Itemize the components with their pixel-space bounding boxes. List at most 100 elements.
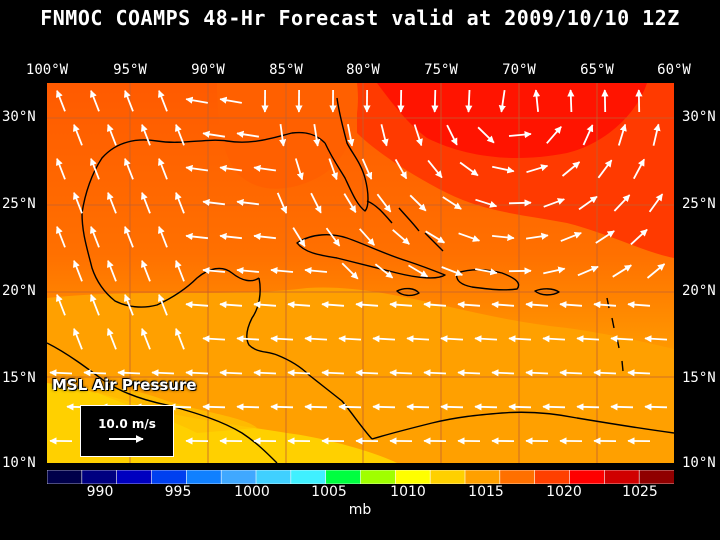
lat-label: 20°N: [682, 283, 716, 299]
wind-vector: [140, 124, 151, 146]
wind-vector: [270, 267, 294, 275]
lat-label: 25°N: [2, 196, 36, 212]
wind-vector: [477, 126, 495, 144]
wind-vector: [413, 124, 423, 147]
wind-vector: [310, 192, 322, 214]
lat-label: 10°N: [2, 455, 36, 471]
wind-vector: [106, 260, 117, 282]
wind-vector: [55, 226, 66, 248]
wind-vector: [633, 158, 645, 180]
wind-vector: [89, 90, 100, 112]
wind-vector: [425, 230, 446, 244]
colorbar-swatch: [569, 470, 606, 484]
florida-peninsula: [324, 97, 369, 212]
wind-vector: [508, 199, 532, 207]
lon-label: 60°W: [657, 62, 691, 78]
colorbar-tick-label: 1015: [468, 484, 504, 500]
wind-vector: [140, 260, 151, 282]
wind-vector: [328, 158, 338, 181]
colorbar-swatch: [429, 470, 466, 484]
wind-vector: [236, 130, 260, 138]
wind-vector: [219, 232, 242, 241]
wind-vector: [106, 328, 117, 350]
colorbar-swatch: [360, 470, 397, 484]
wind-vector: [157, 90, 168, 112]
colorbar-swatch: [499, 470, 536, 484]
wind-vector: [292, 227, 306, 248]
colorbar-swatch: [81, 470, 118, 484]
wind-vector: [304, 335, 328, 343]
wind-vector: [644, 403, 668, 411]
puerto-rico: [534, 288, 560, 296]
wind-vector: [202, 267, 226, 275]
wind-vector: [474, 335, 498, 343]
wind-vector: [294, 158, 304, 181]
wind-vector: [610, 335, 634, 343]
wind-vector: [89, 226, 100, 248]
jamaica: [396, 287, 420, 297]
wind-vector: [394, 158, 408, 180]
colorbar-swatch: [116, 470, 153, 484]
lesser-antilles: [606, 297, 624, 372]
lon-label: 65°W: [580, 62, 614, 78]
wind-vector: [123, 226, 134, 248]
wind-vector: [372, 403, 396, 411]
wind-vector: [253, 369, 277, 377]
lon-label: 95°W: [113, 62, 147, 78]
wind-vector: [525, 369, 549, 377]
cuba: [296, 234, 446, 279]
lat-label: 15°N: [2, 370, 36, 386]
wind-vector: [157, 294, 168, 316]
wind-vector: [185, 369, 209, 377]
colorbar-swatch: [151, 470, 188, 484]
wind-vector: [253, 164, 277, 172]
lon-label: 90°W: [191, 62, 225, 78]
wind-vector: [157, 226, 168, 248]
wind-vector: [325, 227, 341, 247]
colorbar-swatch: [290, 470, 327, 484]
wind-vector: [613, 194, 631, 212]
wind-vector: [321, 369, 345, 377]
colorbar-tick-label: 1000: [234, 484, 270, 500]
wind-vector: [174, 192, 185, 214]
wind-vector: [313, 123, 321, 147]
pressure-band-1019: [377, 83, 647, 158]
wind-vector: [287, 301, 311, 309]
colorbar-swatch: [255, 470, 292, 484]
wind-vector: [83, 369, 107, 377]
wind-vector: [361, 158, 373, 180]
wind-vector: [380, 124, 389, 147]
wind-scale-legend: 10.0 m/s: [80, 405, 174, 457]
colorbar-unit: mb: [348, 502, 372, 518]
wind-vector: [253, 232, 276, 241]
colorbar-swatch: [638, 470, 674, 484]
wind-vector: [546, 126, 562, 144]
wind-vector: [441, 266, 463, 277]
wind-vector: [576, 335, 600, 343]
wind-vector: [106, 192, 117, 214]
wind-vector: [236, 335, 260, 343]
wind-vector: [219, 164, 243, 172]
lat-label: 15°N: [682, 370, 716, 386]
wind-vector: [576, 403, 600, 411]
wind-vector: [442, 196, 462, 210]
wind-vector: [219, 96, 242, 104]
wind-vector: [72, 328, 83, 350]
wind-vector: [458, 232, 481, 242]
yucatan-central-america: [246, 277, 373, 440]
south-america-coast: [371, 411, 674, 440]
wind-vector: [72, 124, 83, 146]
wind-vector: [526, 164, 549, 174]
wind-vector: [532, 89, 541, 112]
wind-vector: [646, 263, 666, 279]
wind-vector: [457, 301, 481, 309]
lon-label: 70°W: [502, 62, 536, 78]
wind-vector: [374, 263, 394, 279]
wind-vector: [423, 301, 447, 309]
page-title: FNMOC COAMPS 48-Hr Forecast valid at 200…: [40, 6, 680, 30]
wind-vector: [49, 369, 73, 377]
wind-vector: [392, 229, 410, 245]
wind-vector: [372, 335, 396, 343]
wind-vector: [559, 369, 583, 377]
lon-label: 85°W: [269, 62, 303, 78]
